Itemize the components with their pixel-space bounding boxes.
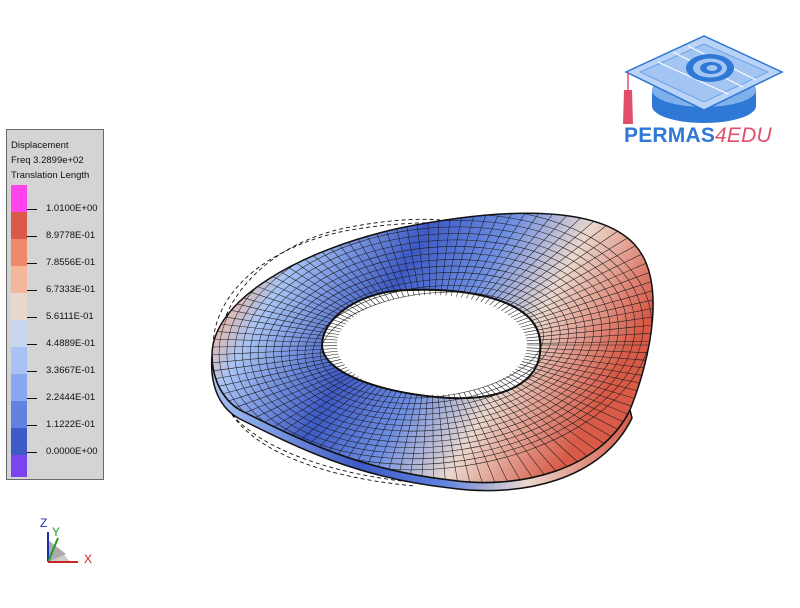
axis-label-x: X bbox=[84, 552, 93, 566]
legend-title-result: Displacement bbox=[11, 140, 69, 151]
legend-swatch bbox=[11, 212, 27, 239]
legend-swatch bbox=[11, 185, 27, 212]
ring-mesh bbox=[212, 213, 654, 483]
legend-swatch bbox=[11, 239, 27, 266]
coordinate-triad-icon[interactable] bbox=[36, 514, 106, 574]
axis-label-y: Y bbox=[52, 525, 61, 539]
color-legend: Displacement Freq 3.2899e+02 Translation… bbox=[6, 129, 104, 480]
ring-inner-rim bbox=[320, 288, 542, 400]
legend-tick bbox=[27, 452, 37, 453]
legend-value-label: 8.9778E-01 bbox=[46, 230, 96, 241]
legend-tick bbox=[27, 290, 37, 291]
legend-value-label: 5.6111E-01 bbox=[46, 311, 94, 322]
logo-suffix: 4EDU bbox=[715, 124, 772, 147]
logo-wordmark: PERMAS4EDU bbox=[624, 124, 772, 148]
axis-label-z: Z bbox=[40, 516, 48, 530]
legend-swatch bbox=[11, 266, 27, 293]
legend-value-label: 2.2444E-01 bbox=[46, 392, 96, 403]
legend-title-component: Translation Length bbox=[11, 170, 90, 181]
legend-value-label: 7.8556E-01 bbox=[46, 257, 96, 268]
legend-title: Displacement Freq 3.2899e+02 Translation… bbox=[11, 138, 89, 183]
legend-swatch bbox=[11, 374, 27, 401]
graduation-cap-icon bbox=[623, 35, 784, 124]
legend-value-label: 3.3667E-01 bbox=[46, 365, 96, 376]
legend-swatch bbox=[11, 293, 27, 320]
legend-tick bbox=[27, 344, 37, 345]
legend-value-label: 6.7333E-01 bbox=[46, 284, 96, 295]
logo-word: PERMAS bbox=[624, 124, 716, 147]
legend-tick bbox=[27, 371, 37, 372]
legend-swatch bbox=[11, 320, 27, 347]
legend-value-label: 0.0000E+00 bbox=[46, 446, 98, 457]
legend-value-label: 1.0100E+00 bbox=[46, 203, 98, 214]
legend-swatch bbox=[11, 428, 27, 455]
legend-tick bbox=[27, 263, 37, 264]
legend-swatch-min bbox=[11, 455, 27, 477]
legend-swatch bbox=[11, 401, 27, 428]
legend-tick bbox=[27, 317, 37, 318]
legend-tick bbox=[27, 425, 37, 426]
legend-tick bbox=[27, 236, 37, 237]
legend-title-frequency: Freq 3.2899e+02 bbox=[11, 155, 84, 166]
legend-value-label: 4.4889E-01 bbox=[46, 338, 96, 349]
legend-tick bbox=[27, 398, 37, 399]
legend-value-label: 1.1222E-01 bbox=[46, 419, 96, 430]
legend-tick bbox=[27, 209, 37, 210]
legend-swatch bbox=[11, 347, 27, 374]
